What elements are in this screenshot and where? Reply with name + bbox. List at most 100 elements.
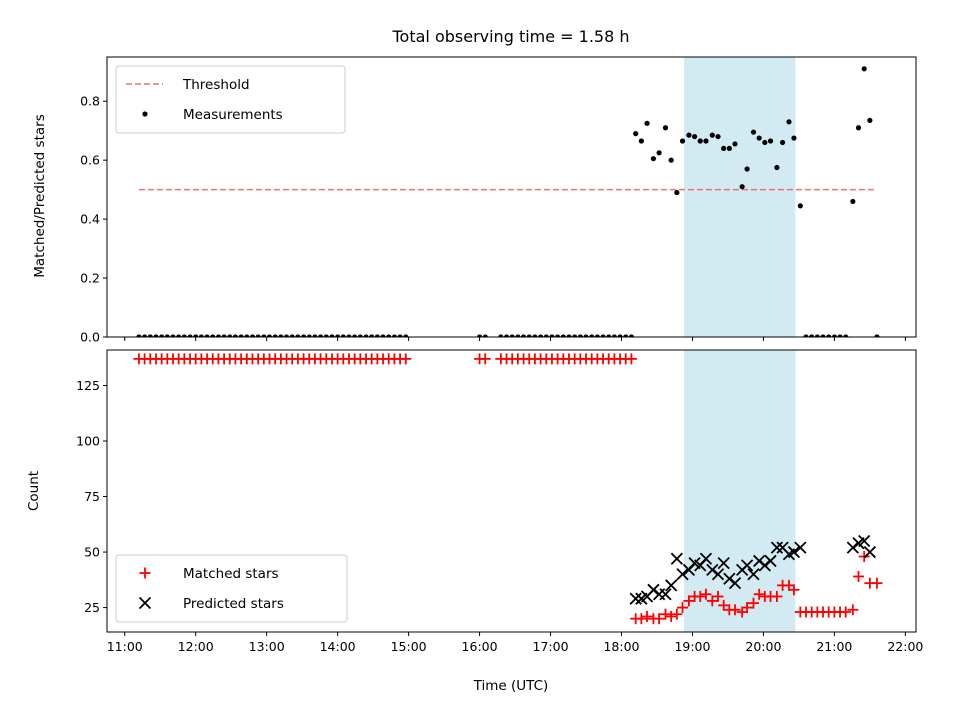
measurement-point bbox=[283, 334, 290, 337]
measurement-point bbox=[266, 334, 273, 337]
measurement-point bbox=[515, 334, 521, 337]
measurement-point bbox=[638, 138, 644, 144]
x-tick-label: 18:00 bbox=[603, 639, 639, 654]
measurement-point bbox=[335, 334, 341, 337]
x-axis-label: Time (UTC) bbox=[473, 678, 549, 694]
y-tick-label: 0.8 bbox=[80, 94, 100, 109]
predicted-star-point bbox=[670, 552, 683, 565]
measurement-point bbox=[153, 334, 159, 337]
measurement-point bbox=[633, 131, 639, 137]
measurement-point bbox=[709, 132, 715, 138]
measurement-point bbox=[786, 119, 792, 125]
measurement-point bbox=[797, 203, 803, 209]
predicted-star-point bbox=[858, 534, 871, 548]
measurement-point bbox=[176, 334, 182, 337]
measurement-point bbox=[750, 129, 757, 135]
legend-frame bbox=[115, 65, 346, 134]
x-tick-label: 20:00 bbox=[745, 639, 781, 654]
measurement-point bbox=[503, 334, 510, 337]
measurement-point bbox=[744, 166, 750, 172]
predicted-star-point bbox=[659, 588, 672, 601]
measurement-point bbox=[644, 120, 650, 126]
measurement-point bbox=[261, 334, 267, 337]
predicted-star-point bbox=[740, 559, 754, 572]
measurement-point bbox=[803, 334, 809, 337]
measurement-point bbox=[357, 334, 363, 337]
y-tick-label: 25 bbox=[84, 600, 100, 615]
measurement-point bbox=[198, 334, 204, 337]
measurement-point bbox=[662, 125, 669, 131]
measurement-point bbox=[814, 334, 820, 337]
measurement-point bbox=[543, 334, 549, 337]
y-tick-label: 0.6 bbox=[80, 153, 100, 168]
x-tick-label: 15:00 bbox=[391, 639, 427, 654]
predicted-star-point bbox=[699, 552, 713, 565]
y-tick-label: 0.0 bbox=[80, 330, 100, 345]
top-panel: 0.0 0.2 0.4 0.6 0.8 Threshold Measurements bbox=[80, 56, 917, 345]
measurement-point bbox=[549, 334, 555, 337]
measurement-point bbox=[767, 138, 774, 144]
measurement-point bbox=[874, 334, 880, 337]
predicted-star-point bbox=[764, 554, 777, 568]
measurement-point bbox=[363, 334, 369, 337]
measurement-point bbox=[352, 334, 358, 337]
bottom-y-axis-label: Count bbox=[26, 471, 42, 511]
predicted-star-point bbox=[794, 541, 807, 554]
measurement-point bbox=[721, 145, 727, 151]
predicted-star-point bbox=[770, 541, 784, 554]
x-tick-label: 11:00 bbox=[107, 639, 143, 654]
measurement-point bbox=[238, 334, 244, 337]
measurement-point bbox=[374, 334, 380, 337]
measurement-point bbox=[142, 334, 148, 337]
measurement-point bbox=[272, 334, 278, 337]
measurement-point bbox=[170, 334, 176, 337]
predicted-star-point bbox=[665, 579, 678, 592]
measurement-point bbox=[855, 125, 862, 131]
measurement-point bbox=[774, 164, 780, 171]
legend-measurement-label: Measurements bbox=[183, 107, 283, 123]
measurement-point bbox=[289, 334, 295, 337]
measurement-point bbox=[204, 334, 210, 337]
measurement-point bbox=[312, 334, 318, 337]
measurement-point bbox=[589, 334, 595, 337]
legend-matched-label: Matched stars bbox=[183, 566, 279, 582]
measurement-point bbox=[715, 133, 721, 140]
y-tick-label: 0.4 bbox=[80, 212, 100, 227]
bottom-panel: 25 50 75 100 125 11:00 12:00 13:00 14:00 15:00 16:… bbox=[76, 349, 923, 654]
measurement-point bbox=[606, 334, 612, 337]
measurement-point bbox=[221, 334, 227, 337]
measurement-point bbox=[656, 150, 662, 156]
measurement-point bbox=[159, 334, 165, 337]
predicted-star-point bbox=[776, 541, 789, 554]
measurement-point bbox=[867, 117, 873, 123]
measurement-point bbox=[306, 334, 312, 337]
measurement-point bbox=[560, 334, 566, 337]
measurement-point bbox=[346, 334, 352, 337]
measurement-point bbox=[577, 334, 583, 337]
measurement-point bbox=[391, 334, 398, 337]
measurement-point bbox=[164, 334, 170, 337]
measurement-point bbox=[147, 334, 153, 337]
measurement-point bbox=[520, 334, 527, 337]
predicted-star-point bbox=[747, 568, 760, 581]
measurement-point bbox=[583, 334, 589, 337]
predicted-star-point bbox=[863, 545, 877, 559]
measurement-point bbox=[820, 334, 826, 337]
measurement-point bbox=[555, 334, 561, 337]
legend-frame bbox=[115, 554, 348, 623]
measurement-point bbox=[572, 334, 578, 337]
measurement-point bbox=[386, 334, 392, 337]
x-tick-label: 14:00 bbox=[320, 639, 356, 654]
measurement-point bbox=[255, 334, 261, 337]
measurement-point bbox=[476, 334, 483, 337]
predicted-star-point bbox=[629, 592, 642, 605]
y-tick-label: 0.2 bbox=[80, 271, 100, 286]
x-tick-label: 12:00 bbox=[178, 639, 214, 654]
plot-area bbox=[133, 353, 883, 625]
measurement-point bbox=[369, 334, 375, 337]
measurement-point bbox=[215, 334, 222, 337]
measurement-point bbox=[843, 334, 849, 337]
measurement-point bbox=[756, 135, 762, 141]
observing-window-shade bbox=[683, 57, 796, 337]
